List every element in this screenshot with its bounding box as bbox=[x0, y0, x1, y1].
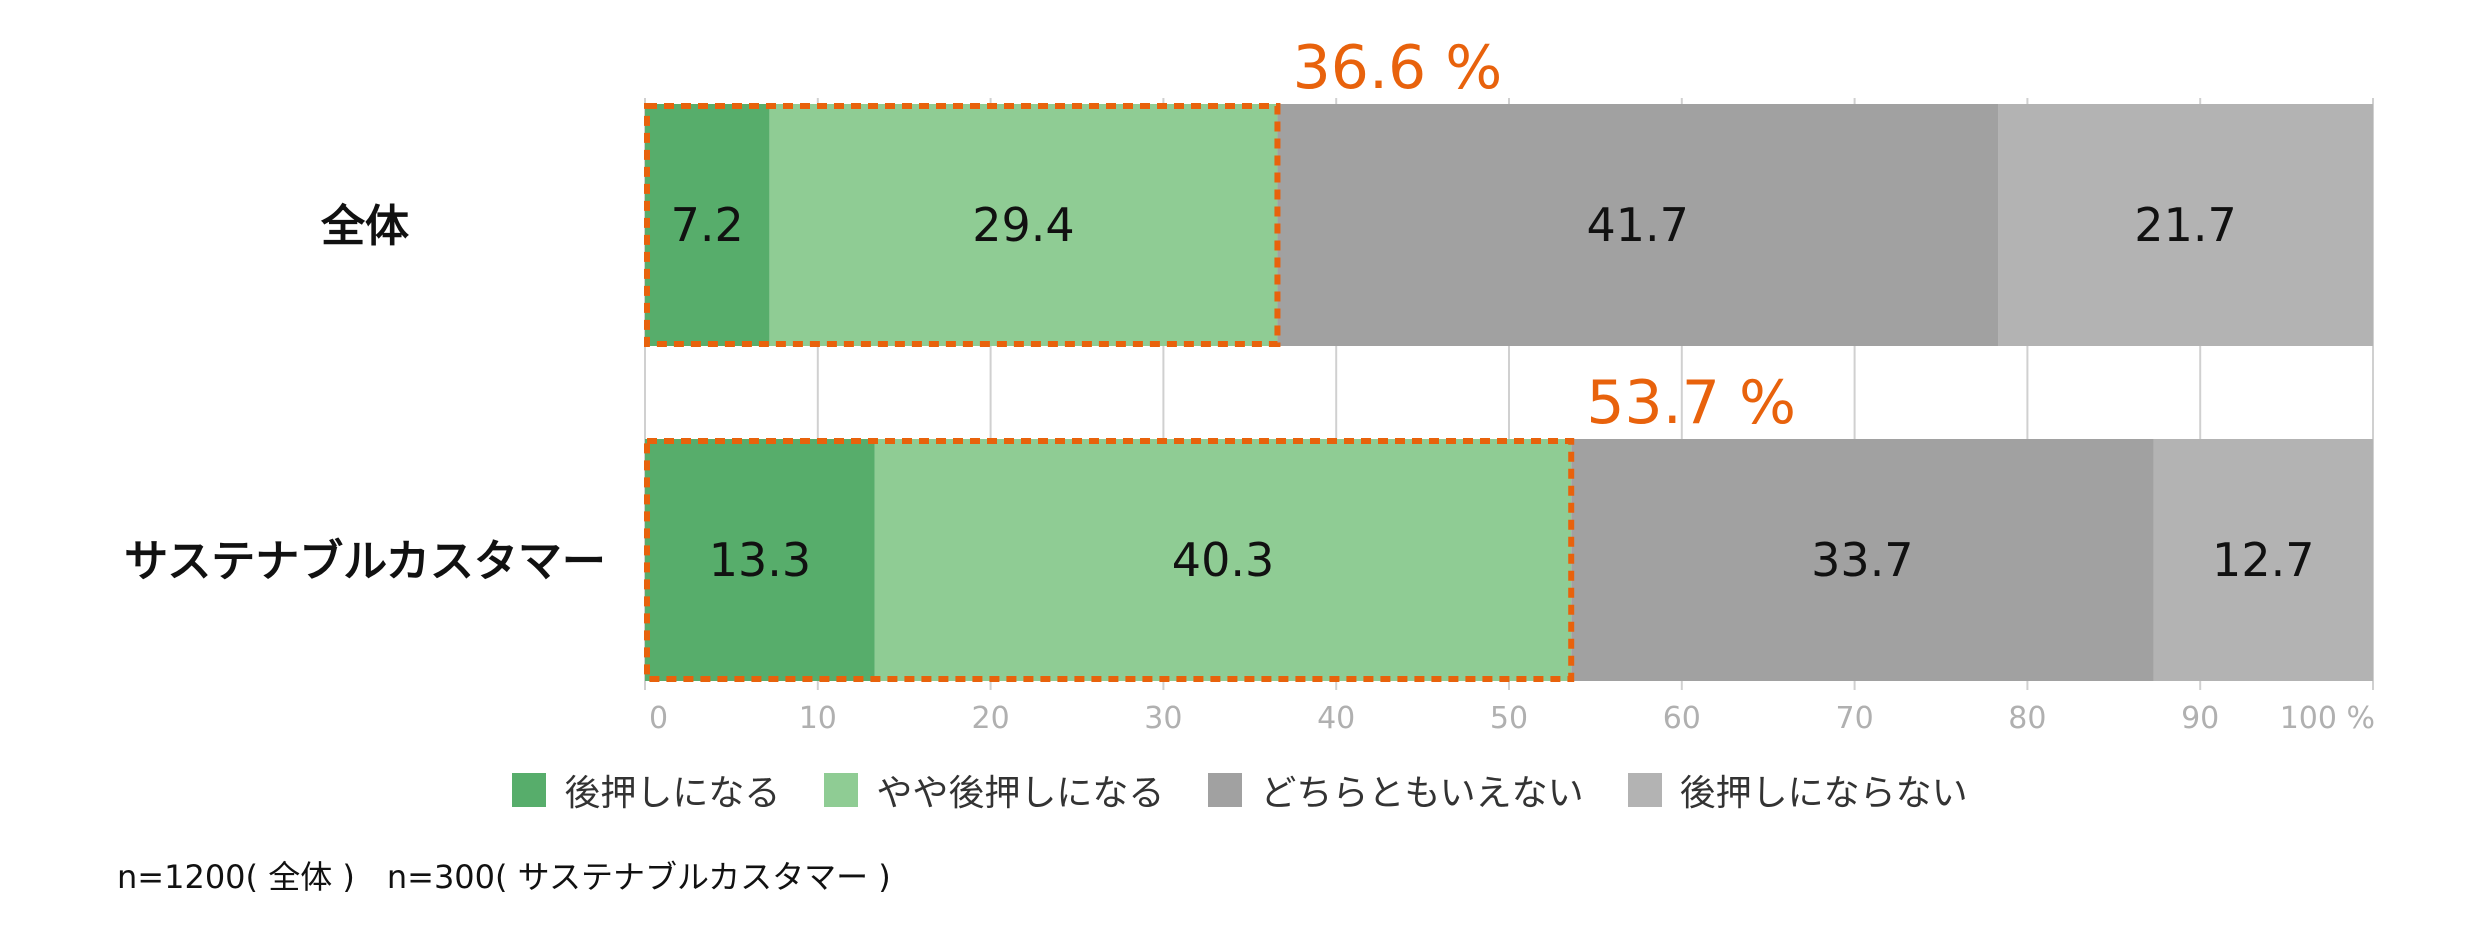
legend-item: 後押しにならない bbox=[1627, 764, 1968, 816]
x-tick-label: 40 bbox=[1317, 701, 1355, 736]
legend-item: やや後押しになる bbox=[824, 764, 1164, 816]
x-tick-label: 50 bbox=[1490, 701, 1528, 736]
legend-item: 後押しになる bbox=[512, 764, 780, 816]
legend-swatch bbox=[1627, 773, 1662, 807]
legend-swatch bbox=[1208, 773, 1243, 807]
bar-segment bbox=[874, 439, 1572, 681]
bar-value-label: 33.7 bbox=[1811, 533, 1913, 587]
bar-value-label: 21.7 bbox=[2134, 198, 2236, 252]
sample-size-note: n=1200( 全体 ) n=300( サステナブルカスタマー ) bbox=[117, 858, 891, 896]
legend: 後押しになる やや後押しになる どちらともいえない 後押しにならない bbox=[0, 764, 2480, 816]
bar-segment bbox=[645, 439, 875, 681]
bar-value-label: 13.3 bbox=[709, 533, 811, 587]
callout-label: 53.7 % bbox=[1586, 368, 1796, 438]
bar-segment bbox=[645, 104, 770, 346]
category-label: サステナブルカスタマー bbox=[124, 536, 606, 587]
category-label: 全体 bbox=[320, 201, 409, 252]
legend-swatch bbox=[512, 773, 547, 807]
legend-label: やや後押しになる bbox=[876, 773, 1165, 814]
x-tick-label: 0 bbox=[649, 701, 668, 736]
x-tick-label: 30 bbox=[1144, 701, 1182, 736]
callout-label: 36.6 % bbox=[1293, 33, 1503, 103]
bar-segment bbox=[1277, 104, 1999, 346]
x-tick-label: 60 bbox=[1663, 701, 1701, 736]
legend-label: 後押しにならない bbox=[1679, 773, 1968, 814]
legend-label: どちらともいえない bbox=[1260, 773, 1584, 814]
bar-value-label: 12.7 bbox=[2212, 533, 2314, 587]
callout-box bbox=[644, 103, 1281, 347]
x-tick-label: 70 bbox=[1836, 701, 1874, 736]
legend-swatch bbox=[824, 773, 859, 807]
legend-label: 後押しになる bbox=[564, 773, 781, 814]
legend-item: どちらともいえない bbox=[1208, 764, 1584, 816]
x-axis-ticks: 0 10 20 30 40 50 60 70 80 90 100 % bbox=[649, 701, 2375, 736]
bar-value-label: 41.7 bbox=[1587, 198, 1689, 252]
x-tick-label: 80 bbox=[2008, 701, 2046, 736]
bar-value-label: 29.4 bbox=[972, 198, 1074, 252]
bar-series: 7.2 29.4 41.7 21.7 13.3 40.3 33.7 12.7 bbox=[645, 104, 2373, 681]
bar-segment bbox=[1571, 439, 2154, 681]
bar-value-label: 40.3 bbox=[1172, 533, 1274, 587]
bar-segment bbox=[769, 104, 1278, 346]
bar-value-label: 7.2 bbox=[671, 198, 744, 252]
callout-box bbox=[644, 438, 1575, 682]
x-tick-label: 20 bbox=[972, 701, 1010, 736]
callout-group: 36.6 % 53.7 % bbox=[644, 33, 1796, 682]
bar-segment bbox=[1998, 104, 2373, 346]
x-tick-label: 100 % bbox=[2280, 701, 2375, 736]
bar-segment bbox=[2153, 439, 2373, 681]
x-tick-label: 90 bbox=[2181, 701, 2219, 736]
x-tick-label: 10 bbox=[799, 701, 837, 736]
